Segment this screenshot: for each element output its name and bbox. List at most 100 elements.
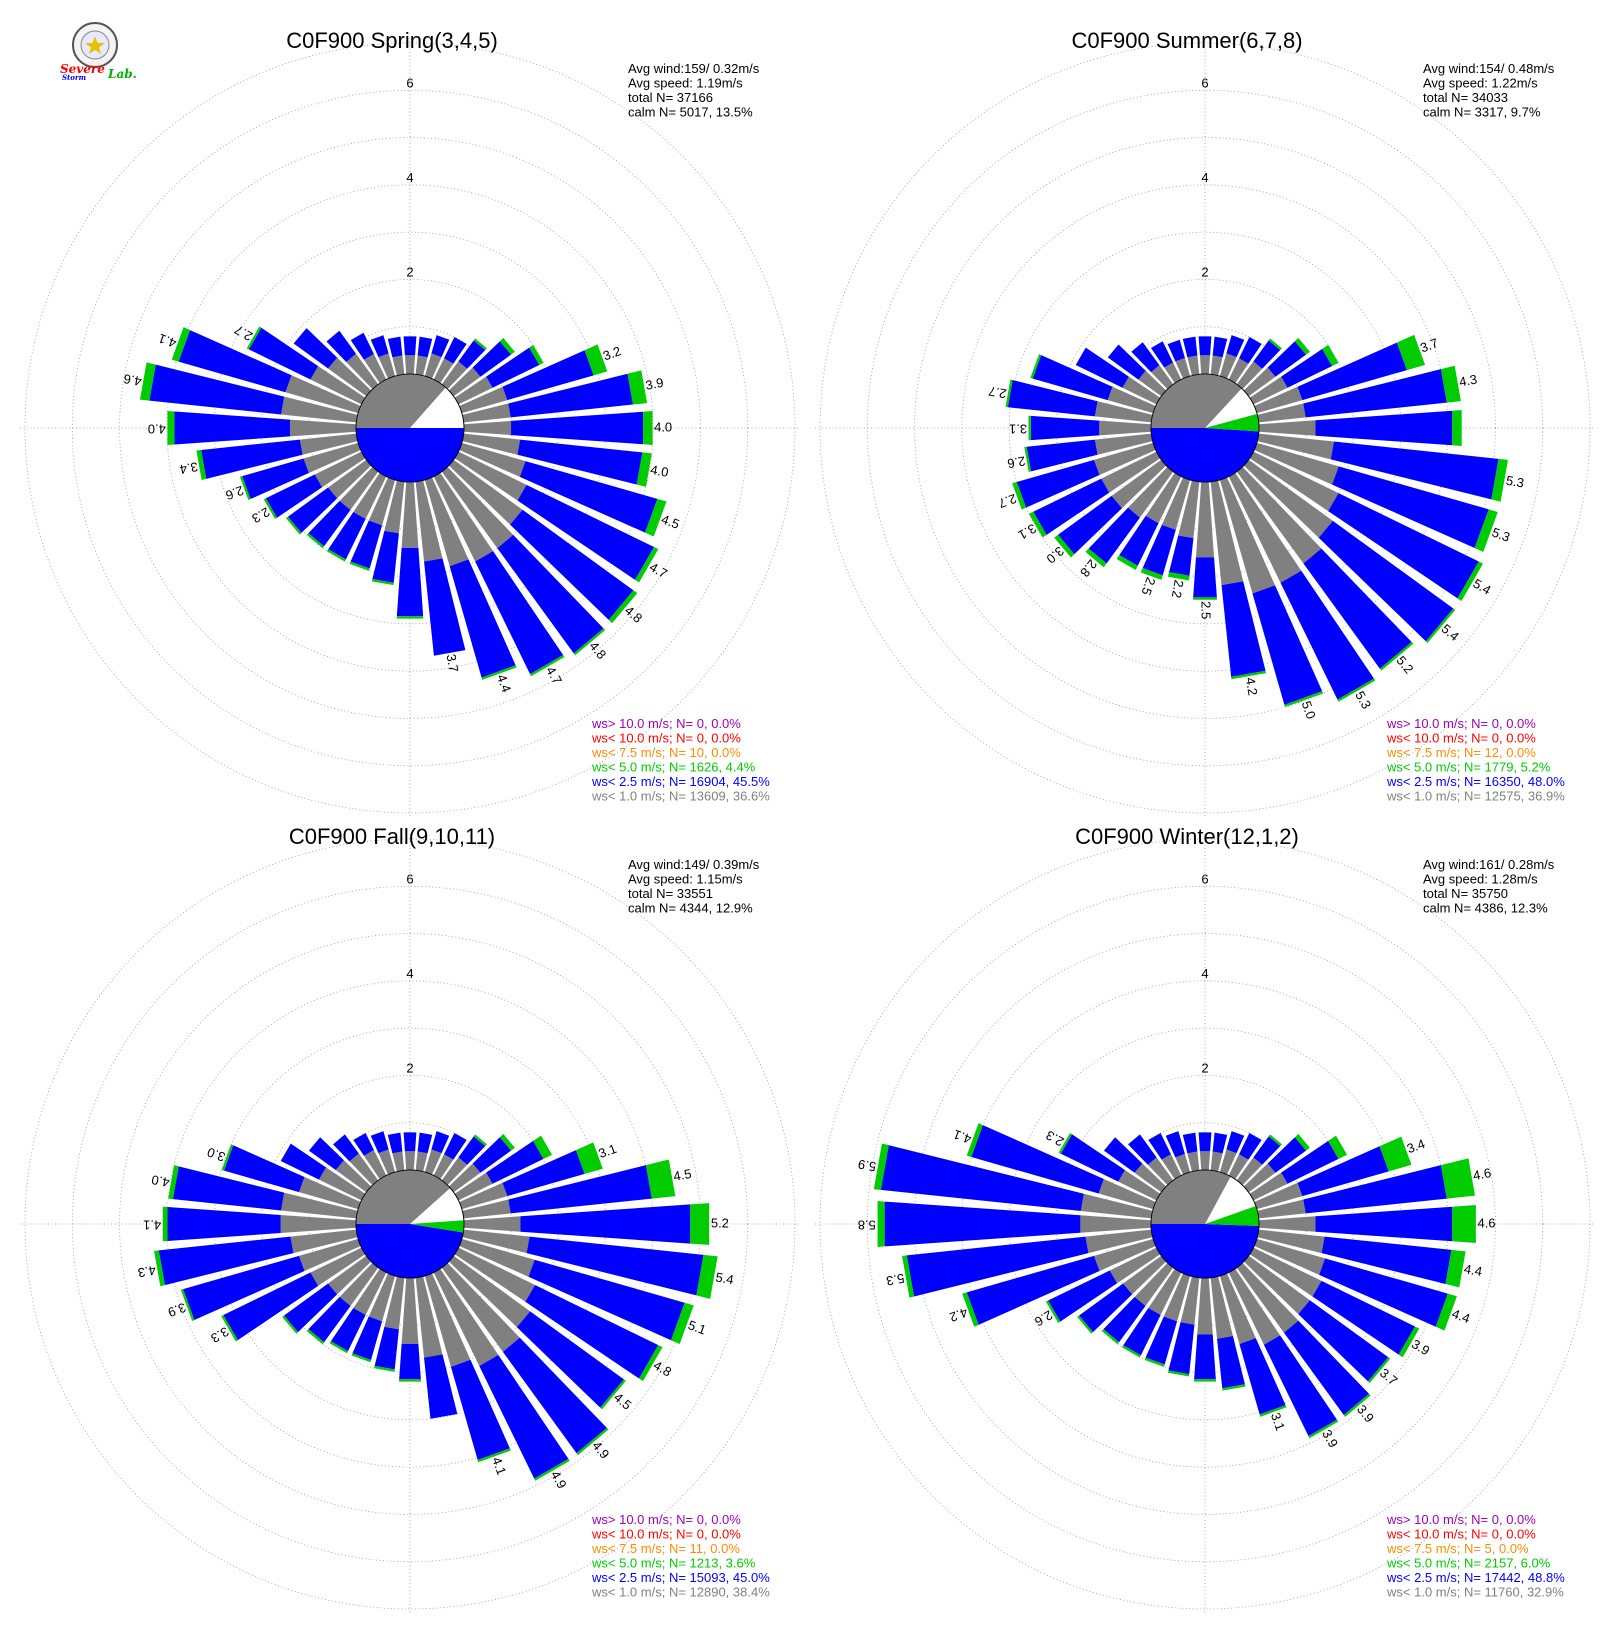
legend-entry-lt10: ws< 10.0 m/s; N= 0, 0.0% <box>591 731 741 746</box>
bar-segment-lt1 <box>401 1277 419 1344</box>
bar-segment-lt2_5 <box>502 1150 585 1197</box>
bar-segment-lt5 <box>1474 509 1498 552</box>
bar-segment-lt5 <box>481 665 517 680</box>
bar-value-label: 3.9 <box>644 375 664 393</box>
bar-value-label: 4.1 <box>489 1455 509 1477</box>
bar-segment-lt1 <box>1147 1157 1174 1186</box>
bar-segment-lt5 <box>239 476 251 500</box>
legend-entry-gt10: ws> 10.0 m/s; N= 0, 0.0% <box>591 716 741 731</box>
bar-segment-lt1 <box>1134 1163 1167 1193</box>
ring-label: 2 <box>406 264 413 279</box>
bar-segment-lt1 <box>1151 365 1174 390</box>
bar-segment-lt2_5 <box>350 520 383 569</box>
bar-segment-lt2_5 <box>520 1204 691 1244</box>
legend-entry-lt2_5: ws< 2.5 m/s; N= 16904, 45.5% <box>591 774 770 789</box>
bar-segment-lt5 <box>1425 608 1456 643</box>
bar-segment-lt1 <box>1101 451 1161 493</box>
bar-segment-lt1 <box>1243 459 1333 538</box>
bar-segment-lt5 <box>1328 1135 1348 1159</box>
grid-ring <box>819 42 1591 814</box>
bar-segment-lt1 <box>441 466 514 549</box>
bar-segment-lt5 <box>139 362 156 401</box>
bar-segment-lt1 <box>459 386 508 414</box>
bar-segment-lt1 <box>310 366 366 405</box>
bar-segment-lt1 <box>1163 1273 1191 1322</box>
bar-segment-lt1 <box>1258 1216 1316 1232</box>
bar-segment-lt1 <box>363 353 387 384</box>
bar-segment-lt2_5 <box>1119 515 1159 566</box>
bar-segment-lt2_5 <box>450 1359 510 1460</box>
bar-segment-lt2_5 <box>287 487 338 533</box>
bar-segment-lt5 <box>1452 1205 1476 1243</box>
ring-label: 2 <box>1201 1060 1208 1075</box>
bar-segment-lt1 <box>1228 358 1249 384</box>
bar-segment-lt1 <box>441 1157 468 1186</box>
bar-segment-lt2_5 <box>308 500 351 547</box>
bar-value-label: 4.0 <box>654 419 672 434</box>
bar-value-label: 3.7 <box>1418 335 1440 355</box>
bar-segment-lt2_5 <box>370 1131 389 1154</box>
bar-segment-lt5 <box>1167 1370 1190 1377</box>
ring-label: 2 <box>1201 264 1208 279</box>
bar-segment-lt2_5 <box>1319 1258 1448 1327</box>
grid-ring <box>71 885 749 1563</box>
stat-calm: calm N= 4344, 12.9% <box>628 901 753 916</box>
bar-segment-lt2_5 <box>1165 1131 1185 1158</box>
bar-segment-lt2_5 <box>353 1132 374 1156</box>
bar-segment-lt2_5 <box>502 1337 607 1454</box>
bar-value-label: 4.6 <box>1472 1165 1492 1183</box>
bar-segment-lt5 <box>1193 1379 1217 1382</box>
bar-segment-lt2_5 <box>201 439 303 479</box>
bar-segment-lt1 <box>1254 386 1303 414</box>
chart-title: C0F900 Winter(12,1,2) <box>1075 824 1299 849</box>
bar-segment-lt5 <box>529 344 544 365</box>
bar-segment-lt5 <box>1435 1293 1457 1331</box>
bar-segment-lt5 <box>533 1135 553 1159</box>
bar-segment-lt5 <box>1192 597 1218 600</box>
bar-value-label: 3.7 <box>444 653 462 673</box>
calm-pie-lt2_5 <box>356 428 464 482</box>
bar-segment-lt2_5 <box>1212 336 1228 358</box>
ring-label: 4 <box>1201 966 1208 981</box>
bar-segment-lt5 <box>643 411 653 445</box>
bar-value-label: 2.7 <box>996 491 1018 511</box>
grid-ring <box>24 42 796 814</box>
legend-entry-lt5: ws< 5.0 m/s; N= 1779, 5.2% <box>1386 760 1551 775</box>
bar-segment-lt1 <box>1236 1262 1299 1333</box>
bar-segment-lt2_5 <box>183 1255 305 1321</box>
bar-segment-lt1 <box>299 1238 361 1271</box>
bar-segment-lt2_5 <box>1198 336 1212 356</box>
ring-label: 6 <box>406 871 413 886</box>
bar-value-label: 3.4 <box>1405 1136 1427 1156</box>
bar-value-label: 5.0 <box>1299 699 1319 721</box>
bar-segment-lt5 <box>1024 446 1032 472</box>
bar-segment-lt2_5 <box>1328 493 1479 599</box>
bar-segment-lt1 <box>314 451 366 488</box>
legend-entry-lt5: ws< 5.0 m/s; N= 1626, 4.4% <box>591 760 756 775</box>
bar-segment-lt1 <box>1236 466 1322 564</box>
bar-segment-lt5 <box>1028 511 1047 538</box>
bar-segment-lt5 <box>167 411 175 445</box>
bar-segment-lt5 <box>246 326 262 350</box>
bar-segment-lt5 <box>576 1427 609 1456</box>
stat-calm: calm N= 5017, 13.5% <box>628 105 753 120</box>
bar-segment-lt1 <box>463 420 512 436</box>
bar-segment-lt2_5 <box>1145 1316 1178 1365</box>
bar-segment-lt5 <box>371 579 394 586</box>
bar-value-label: 4.2 <box>1243 676 1261 696</box>
bar-segment-lt1 <box>328 1255 372 1295</box>
bar-segment-lt5 <box>499 1133 515 1151</box>
bar-segment-lt5 <box>534 1458 570 1481</box>
calm-pie-lt5 <box>1205 413 1259 432</box>
bar-segment-lt5 <box>1259 1405 1287 1417</box>
bar-segment-lt5 <box>1367 1357 1391 1384</box>
bar-segment-lt1 <box>335 1160 372 1193</box>
bar-segment-lt2_5 <box>1007 380 1098 417</box>
bar-segment-lt2_5 <box>399 1343 421 1380</box>
bar-segment-lt1 <box>339 466 379 510</box>
bar-segment-lt2_5 <box>1330 441 1499 500</box>
bar-segment-lt1 <box>1118 1170 1161 1201</box>
bar-segment-lt1 <box>290 1229 358 1254</box>
bar-segment-lt5 <box>263 498 278 520</box>
bar-segment-lt1 <box>433 1268 499 1367</box>
